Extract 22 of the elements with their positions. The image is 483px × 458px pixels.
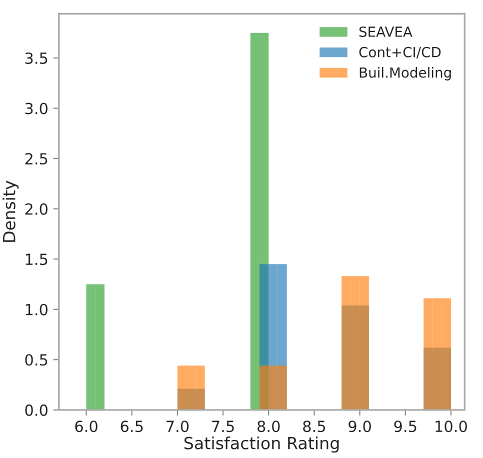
y-tick-label: 3.5 [25, 52, 48, 64]
y-axis-title: Density [2, 180, 19, 242]
x-tick-label: 8.0 [258, 420, 280, 432]
y-tick-label: 1.5 [26, 254, 48, 266]
y-tick-label: 0.5 [25, 354, 48, 366]
x-tick-label: 9.5 [394, 420, 416, 432]
x-tick-label: 7.5 [212, 420, 234, 432]
x-tick-label: 10.0 [436, 420, 467, 432]
x-tick-label: 8.5 [303, 420, 326, 432]
y-tick-label: 2.5 [25, 153, 48, 165]
x-axis-title: Satisfaction Rating [184, 436, 339, 453]
y-tick-label: 2.0 [25, 203, 48, 215]
y-tick-label: 0.0 [25, 404, 48, 416]
x-tick-label: 9.0 [348, 420, 371, 432]
legend-label: SEAVEA [359, 26, 412, 37]
x-tick-label: 6.5 [120, 420, 143, 432]
y-tick-label: 3.0 [25, 102, 48, 114]
x-tick-label: 6.0 [75, 420, 98, 432]
legend-label: Cont+CI/CD [359, 46, 441, 58]
legend-label: Buil.Modeling [360, 67, 451, 80]
y-tick-label: 1.0 [26, 304, 48, 316]
x-tick-label: 7.0 [166, 420, 189, 432]
